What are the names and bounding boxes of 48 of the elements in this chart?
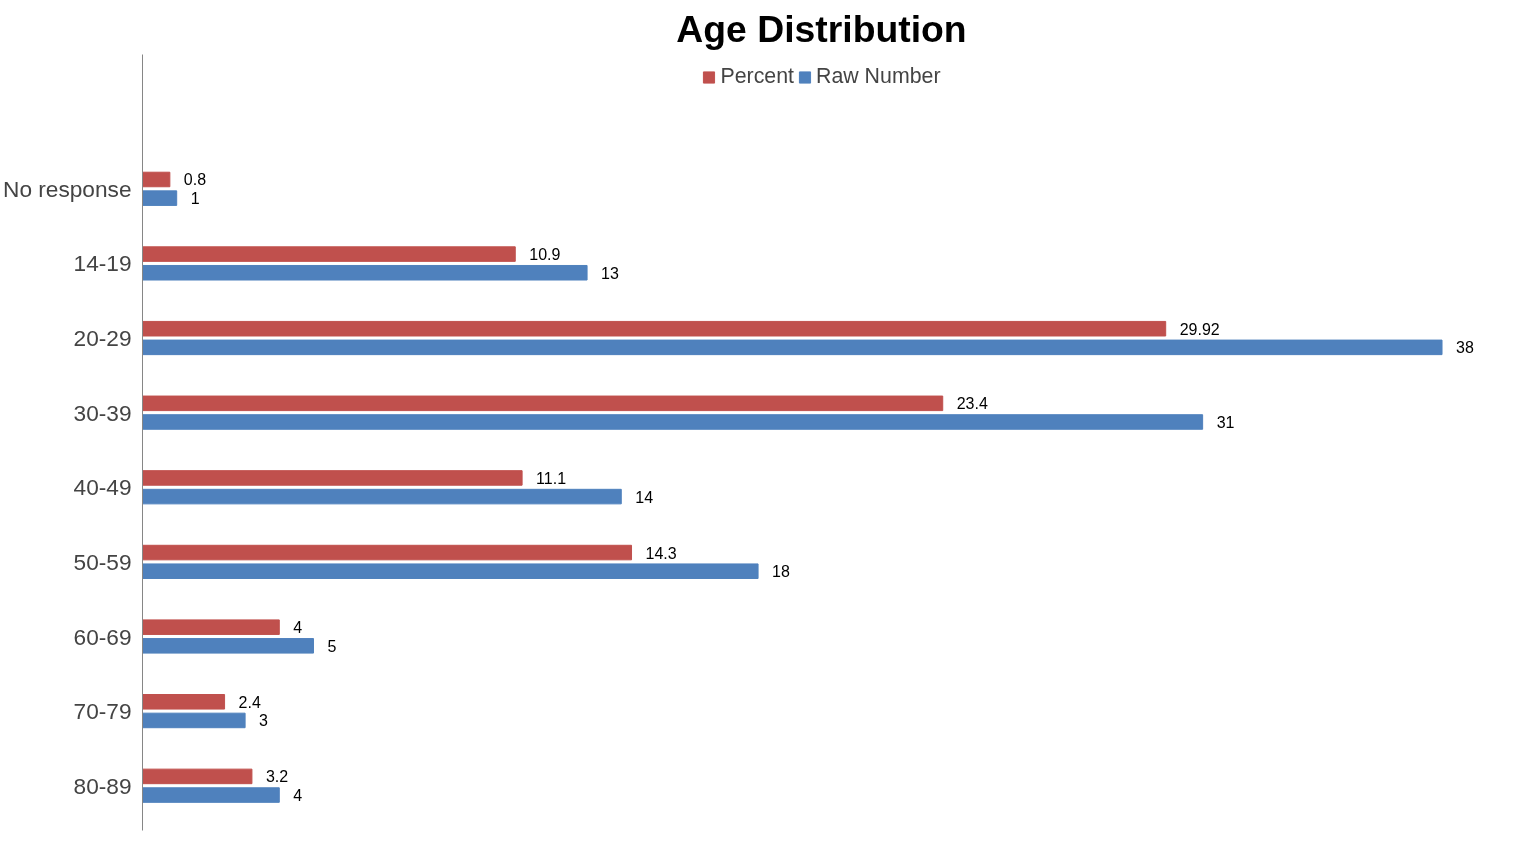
bar xyxy=(142,563,759,579)
y-tick-label: 80-89 xyxy=(73,772,132,799)
y-tick-label: 70-79 xyxy=(73,698,132,725)
data-label: 23.4 xyxy=(956,395,988,413)
data-label: 4 xyxy=(293,787,303,805)
data-label: 13 xyxy=(601,264,619,282)
bar xyxy=(142,768,253,785)
y-tick-label: No response xyxy=(3,175,132,202)
bar xyxy=(142,544,633,561)
bar xyxy=(142,488,622,505)
data-label: 31 xyxy=(1216,413,1235,431)
data-label: 11.1 xyxy=(536,469,567,487)
data-label: 0.8 xyxy=(183,171,207,189)
bar xyxy=(142,320,1167,337)
data-label: 1 xyxy=(190,190,200,208)
bar xyxy=(142,190,178,206)
data-label: 10.9 xyxy=(529,246,561,264)
data-label: 38 xyxy=(1456,339,1474,357)
bar xyxy=(142,339,1443,356)
bar xyxy=(142,694,226,710)
bar xyxy=(142,395,944,412)
bar xyxy=(142,246,516,262)
bar xyxy=(142,787,280,803)
legend-label: Percent xyxy=(720,64,795,89)
bar xyxy=(142,712,246,729)
data-label: 29.92 xyxy=(1179,320,1220,338)
bar xyxy=(142,638,314,654)
data-label: 14.3 xyxy=(645,544,677,562)
y-tick-label: 50-59 xyxy=(73,548,132,575)
bar xyxy=(142,470,523,486)
data-label: 3 xyxy=(259,712,269,730)
bar xyxy=(142,619,280,635)
bar xyxy=(142,171,171,188)
y-tick-label: 60-69 xyxy=(73,623,132,650)
legend-label: Raw Number xyxy=(816,64,941,89)
y-tick-label: 40-49 xyxy=(73,474,132,501)
y-tick-label: 20-29 xyxy=(73,325,132,352)
data-label: 2.4 xyxy=(238,693,261,711)
y-tick-label: 30-39 xyxy=(73,399,132,426)
data-label: 18 xyxy=(772,563,790,581)
y-tick-label: 14-19 xyxy=(73,250,132,277)
data-label: 14 xyxy=(635,488,654,506)
data-label: 5 xyxy=(327,637,337,655)
data-label: 3.2 xyxy=(265,768,289,786)
data-label: 4 xyxy=(293,619,303,637)
bar xyxy=(142,414,1204,430)
bar xyxy=(142,264,588,281)
chart-title: Age Distribution xyxy=(676,7,967,50)
